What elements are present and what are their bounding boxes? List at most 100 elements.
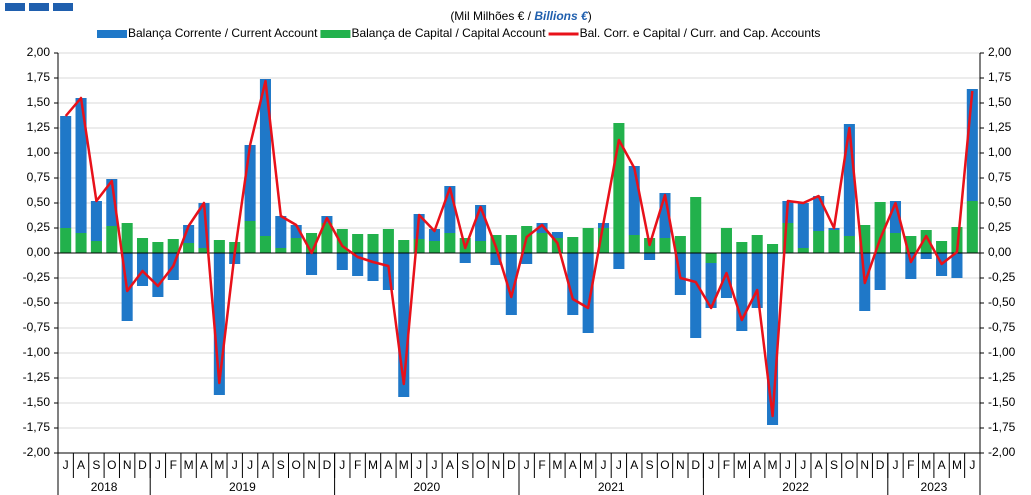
y2-tick-label: 1,00 [988, 145, 1012, 159]
bar [705, 263, 717, 308]
bar [136, 253, 149, 286]
bar [259, 236, 271, 253]
bar [920, 253, 932, 259]
bar [659, 193, 671, 238]
x-tick-label: A [630, 458, 638, 472]
bar [213, 240, 225, 253]
y2-tick-label: 1,25 [988, 120, 1012, 134]
x-tick-label: J [339, 458, 345, 472]
legend-label: Balança de Capital / Capital Account [351, 26, 546, 40]
subtitle-pt: (Mil Milhões € / [450, 9, 534, 23]
bar [828, 230, 840, 253]
x-tick-label: J [416, 458, 422, 472]
x-tick-label: J [232, 458, 238, 472]
x-tick-label: A [261, 458, 269, 472]
x-tick-label: N [307, 458, 316, 472]
decor-block [29, 3, 49, 11]
bar [859, 225, 871, 253]
y2-tick-label: -0,50 [988, 295, 1016, 309]
x-tick-label: J [601, 458, 607, 472]
x-tick-label: S [646, 458, 654, 472]
bar [244, 145, 256, 221]
bar [889, 233, 902, 253]
x-tick-label: J [63, 458, 69, 472]
bar [198, 248, 210, 253]
y-tick-label: -1,00 [23, 345, 51, 359]
x-tick-label: N [492, 458, 501, 472]
subtitle: (Mil Milhões € / Billions €) [450, 9, 591, 23]
x-tick-label: F [538, 458, 545, 472]
bar [428, 229, 441, 241]
x-group-label: 2019 [229, 480, 256, 494]
y-tick-label: -1,75 [23, 420, 51, 434]
x-tick-label: S [830, 458, 838, 472]
bar [874, 202, 886, 253]
bar [505, 253, 517, 315]
x-tick-label: F [170, 458, 177, 472]
bar [936, 241, 948, 253]
x-tick-label: D [323, 458, 332, 472]
bar [767, 253, 779, 425]
x-tick-label: J [616, 458, 622, 472]
y-tick-label: 0,75 [27, 170, 51, 184]
x-tick-label: M [952, 458, 962, 472]
bar [874, 253, 886, 290]
x-tick-label: J [785, 458, 791, 472]
bar [290, 238, 302, 253]
x-tick-label: F [723, 458, 730, 472]
x-tick-label: N [860, 458, 869, 472]
bar [690, 253, 702, 338]
legend-swatch [320, 30, 351, 38]
legend-label: Bal. Corr. e Capital / Curr. and Cap. Ac… [580, 26, 821, 40]
x-tick-label: O [292, 458, 301, 472]
x-tick-label: A [938, 458, 946, 472]
x-tick-label: N [123, 458, 132, 472]
legend-label: Balança Corrente / Current Account [128, 26, 318, 40]
x-tick-label: A [384, 458, 392, 472]
x-tick-label: J [431, 458, 437, 472]
x-tick-label: M [583, 458, 593, 472]
y-tick-label: 0,00 [27, 245, 51, 259]
x-group-label: 2022 [782, 480, 809, 494]
x-tick-label: A [77, 458, 85, 472]
bar [613, 253, 625, 269]
bar [582, 253, 594, 333]
subtitle-end: ) [588, 9, 592, 23]
bar [75, 98, 87, 233]
y-tick-label: 1,50 [27, 95, 51, 109]
bar [521, 253, 533, 264]
bar [905, 236, 917, 253]
x-tick-label: F [354, 458, 361, 472]
bar [198, 203, 210, 248]
bar [628, 166, 640, 235]
bar [628, 235, 640, 253]
bar [382, 229, 394, 253]
bar [244, 221, 256, 253]
x-tick-label: M [368, 458, 378, 472]
y2-tick-label: 1,50 [988, 95, 1012, 109]
bar [106, 179, 118, 226]
bar [705, 253, 717, 263]
bar [843, 124, 855, 236]
y-tick-label: -1,50 [23, 395, 51, 409]
bar [490, 253, 502, 265]
bar [567, 237, 579, 253]
bar [321, 223, 333, 253]
bar [60, 116, 72, 228]
y2-tick-label: -0,25 [988, 270, 1016, 284]
bar [905, 253, 917, 279]
bar [597, 228, 610, 253]
y2-tick-label: -0,75 [988, 320, 1016, 334]
y-tick-label: 1,75 [27, 70, 51, 84]
y2-tick-label: 0,25 [988, 220, 1012, 234]
bar [367, 234, 379, 253]
x-tick-label: S [92, 458, 100, 472]
bar [889, 201, 902, 233]
bar [352, 253, 364, 276]
x-tick-label: O [107, 458, 116, 472]
x-tick-label: D [876, 458, 885, 472]
bar [121, 223, 133, 253]
y-tick-label: -2,00 [23, 445, 51, 459]
y-tick-label: 1,00 [27, 145, 51, 159]
